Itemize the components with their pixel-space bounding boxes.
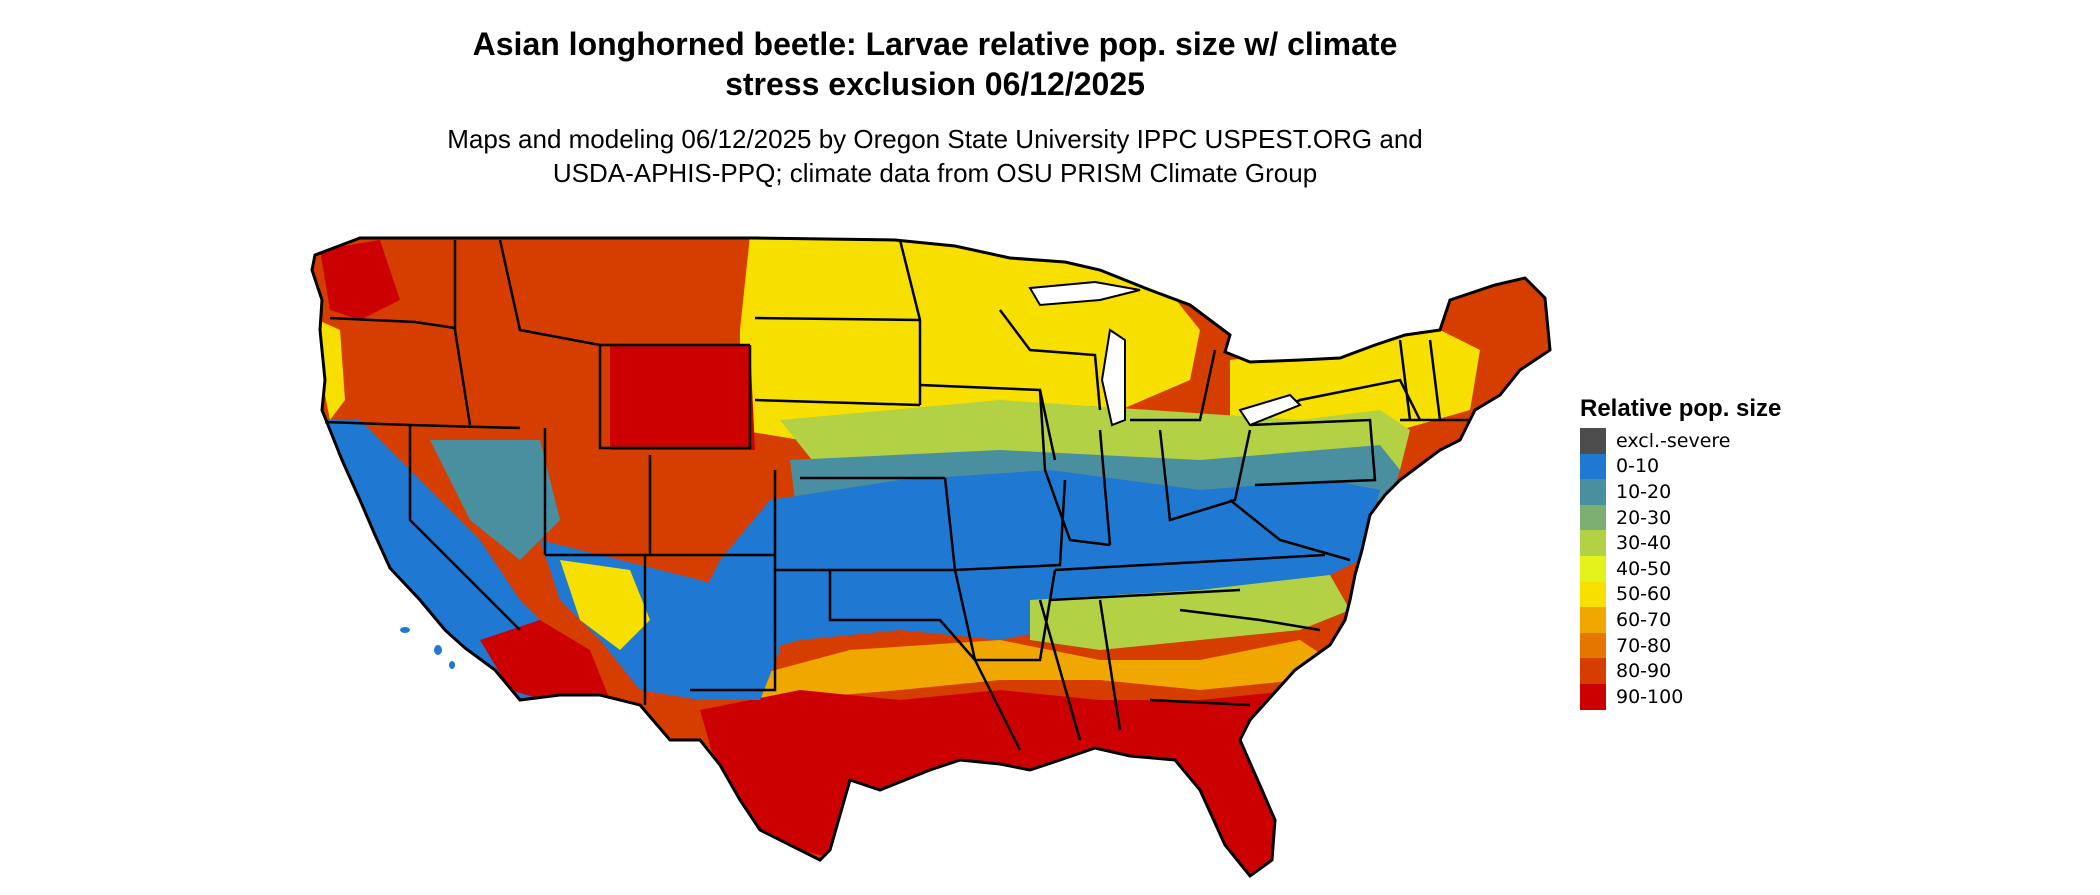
map-title: Asian longhorned beetle: Larvae relative… xyxy=(0,24,1870,104)
legend-label: 60-70 xyxy=(1616,608,1672,631)
legend-label: 50-60 xyxy=(1616,583,1672,606)
state-borders xyxy=(324,239,1470,751)
lake-superior xyxy=(1028,280,1141,307)
border-wi-mi xyxy=(999,309,1102,411)
legend-label: excl.-severe xyxy=(1616,429,1731,452)
border-il xyxy=(1038,389,1111,547)
map-fill-layer xyxy=(312,238,1550,876)
border-tn-south xyxy=(1049,588,1241,602)
border-mn-west xyxy=(898,239,922,405)
legend-swatch xyxy=(1580,658,1606,684)
legend-item: 20-30 xyxy=(1580,504,1781,531)
legend: Relative pop. size excl.-severe 0-10 10-20… xyxy=(1580,394,1781,710)
border-la xyxy=(973,659,1022,751)
legend-item: 80-90 xyxy=(1580,658,1781,684)
legend-swatch xyxy=(1580,428,1606,454)
legend-label: 80-90 xyxy=(1616,660,1672,683)
legend-swatch xyxy=(1580,530,1606,556)
zone-central-blue xyxy=(680,470,1380,700)
legend-item: 40-50 xyxy=(1580,555,1781,582)
island-channel-2 xyxy=(434,645,442,655)
border-wa-or xyxy=(329,316,456,330)
title-line-2: stress exclusion 06/12/2025 xyxy=(725,66,1145,102)
legend-rows: excl.-severe 0-10 10-20 20-30 30-40 40-50 50-6… xyxy=(1580,428,1781,710)
us-outline xyxy=(310,236,1552,879)
border-sd-ne xyxy=(754,398,921,407)
border-mi-lower xyxy=(1130,349,1217,422)
border-id-mt xyxy=(498,239,601,347)
border-nd-sd xyxy=(754,316,921,322)
border-ar xyxy=(953,569,1057,662)
border-tn-ky xyxy=(1054,553,1326,572)
border-oh xyxy=(1158,429,1252,522)
border-ms-al xyxy=(1038,599,1122,741)
legend-label: 20-30 xyxy=(1616,506,1672,529)
legend-item: 60-70 xyxy=(1580,607,1781,633)
great-lakes xyxy=(1028,280,1302,427)
legend-item: 90-100 xyxy=(1580,683,1781,710)
lake-michigan xyxy=(1100,328,1126,427)
legend-swatch xyxy=(1580,453,1606,480)
border-id-west xyxy=(453,240,472,426)
zone-gulf-coast-red xyxy=(700,690,1300,876)
legend-label: 70-80 xyxy=(1616,634,1672,657)
legend-swatch xyxy=(1580,581,1606,608)
legend-swatch xyxy=(1580,504,1606,531)
subtitle-line-1: Maps and modeling 06/12/2025 by Oregon S… xyxy=(447,124,1423,154)
offshore-islands xyxy=(400,627,455,669)
legend-label: 90-100 xyxy=(1616,685,1684,708)
subtitle-line-2: USDA-APHIS-PPQ; climate data from OSU PR… xyxy=(552,158,1318,188)
us-map xyxy=(310,236,1552,879)
island-channel-3 xyxy=(449,661,455,669)
border-tx-nm xyxy=(690,570,777,692)
border-new-england xyxy=(1398,339,1470,422)
border-va-wv xyxy=(1229,499,1351,562)
legend-swatch xyxy=(1580,479,1606,505)
border-wy-box xyxy=(598,345,752,450)
border-carolinas xyxy=(1179,608,1321,632)
border-ga-fl xyxy=(1149,698,1251,707)
border-ok-tx xyxy=(828,570,976,661)
title-line-1: Asian longhorned beetle: Larvae relative… xyxy=(472,26,1398,62)
zone-california-coast-yellow xyxy=(318,320,345,420)
zone-southern-orange xyxy=(700,640,1330,700)
lake-erie xyxy=(1238,393,1302,427)
zone-southwest-yellow xyxy=(560,560,650,650)
legend-title: Relative pop. size xyxy=(1580,395,1782,422)
zone-west-coast-blue xyxy=(320,420,560,700)
legend-item: 50-60 xyxy=(1580,581,1781,608)
zone-great-basin-teal xyxy=(430,440,560,560)
border-pa xyxy=(1249,418,1377,487)
legend-item: 30-40 xyxy=(1580,530,1781,556)
legend-swatch xyxy=(1580,632,1606,659)
map-subtitle: Maps and modeling 06/12/2025 by Oregon S… xyxy=(0,122,1870,190)
legend-item: 70-80 xyxy=(1580,632,1781,659)
border-ca-nv xyxy=(408,425,521,631)
zone-pacific-northwest-red xyxy=(320,240,400,320)
legend-label: 0-10 xyxy=(1616,455,1660,478)
legend-swatch xyxy=(1580,555,1606,582)
legend-label: 30-40 xyxy=(1616,532,1672,555)
legend-item: excl.-severe xyxy=(1580,428,1781,454)
legend-swatch xyxy=(1580,683,1606,710)
legend-item: 10-20 xyxy=(1580,479,1781,505)
legend-swatch xyxy=(1580,607,1606,633)
island-channel-1 xyxy=(400,627,410,633)
zone-wyoming-red xyxy=(610,345,755,450)
legend-label: 10-20 xyxy=(1616,480,1672,503)
legend-item: 0-10 xyxy=(1580,453,1781,480)
legend-label: 40-50 xyxy=(1616,557,1672,580)
border-in xyxy=(1098,429,1112,546)
zone-desert-red xyxy=(480,620,610,705)
